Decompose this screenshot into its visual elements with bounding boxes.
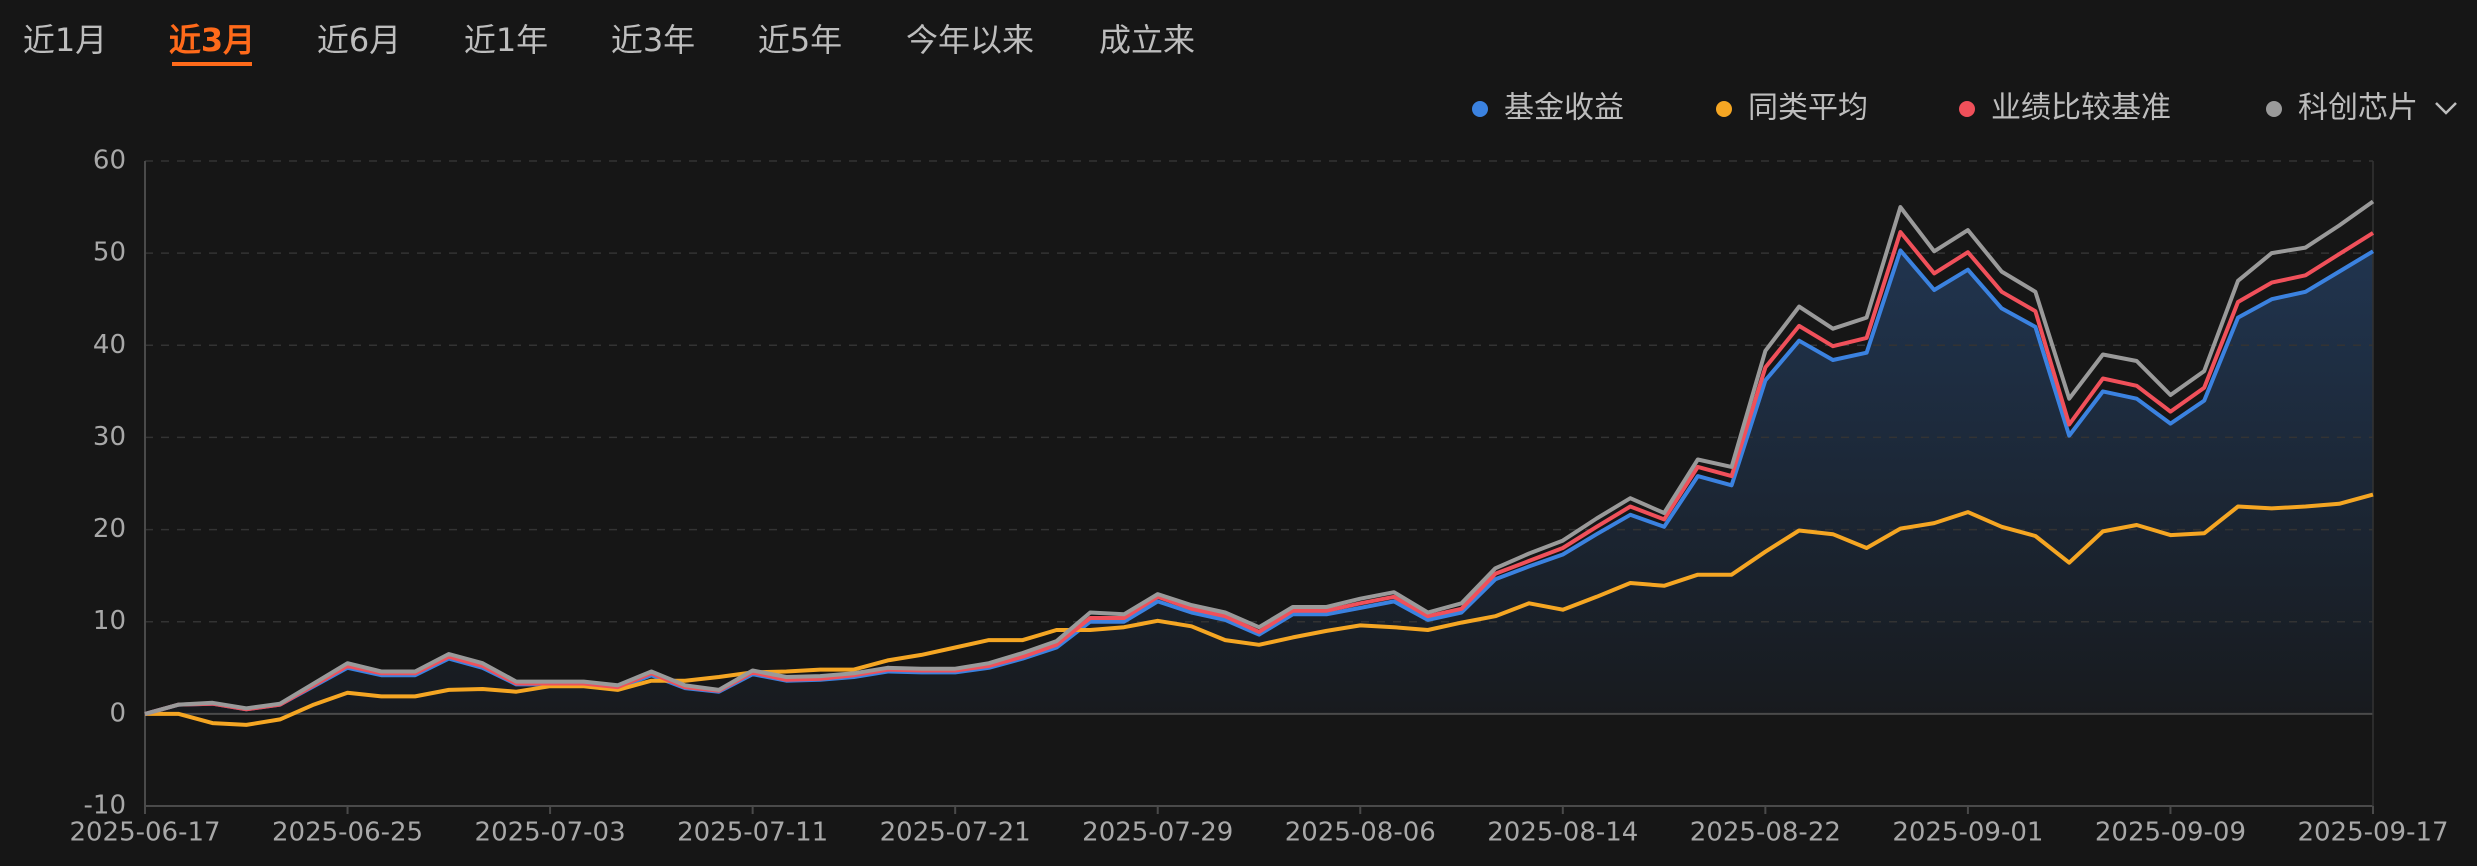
legend-swatch (1716, 101, 1732, 117)
x-tick-label: 2025-08-22 (1690, 818, 1841, 848)
period-tab[interactable]: 近6月 (317, 21, 401, 59)
x-tick-label: 2025-07-03 (475, 818, 626, 848)
legend-label: 业绩比较基准 (1991, 91, 2171, 126)
x-tick-label: 2025-09-01 (1892, 818, 2043, 848)
x-tick-label: 2025-08-14 (1487, 818, 1638, 848)
series-line (145, 492, 2374, 727)
legend-swatch (1959, 101, 1975, 117)
period-tabs: 近1月 近3月 近6月 近1年 近3年 近5年 今年以来 成立来 (23, 21, 1195, 66)
y-tick-label: 10 (93, 606, 126, 636)
period-tab[interactable]: 近3年 (611, 21, 695, 59)
legend-label[interactable]: 科创芯片 (2298, 91, 2418, 126)
period-tab[interactable]: 近3月 (169, 21, 255, 59)
dropdown-chevron[interactable] (2435, 102, 2457, 115)
x-tick-label: 2025-07-11 (677, 818, 828, 848)
legend-swatch (2266, 101, 2282, 117)
legend-label: 基金收益 (1504, 91, 1624, 126)
period-tab[interactable]: 近1年 (464, 21, 548, 59)
tab-underline (172, 62, 252, 66)
y-tick-label: 30 (93, 422, 126, 452)
x-tick-label: 2025-09-17 (2297, 818, 2448, 848)
y-tick-label: -10 (84, 791, 126, 821)
x-tick-label: 2025-08-06 (1285, 818, 1436, 848)
period-tab[interactable]: 成立来 (1099, 21, 1195, 59)
period-tab[interactable]: 今年以来 (906, 21, 1034, 59)
legend-swatch (1472, 101, 1488, 117)
series-line (144, 199, 2375, 716)
y-tick-label: 50 (93, 238, 126, 268)
legend: 基金收益 同类平均 业绩比较基准 科创芯片 (1472, 91, 2457, 126)
x-tick-label: 2025-09-09 (2095, 818, 2246, 848)
period-tab[interactable]: 近1月 (23, 21, 107, 59)
series-area (145, 250, 2373, 714)
y-tick-label: 40 (93, 330, 126, 360)
y-tick-label: 0 (109, 698, 126, 728)
y-tick-label: 60 (93, 146, 126, 176)
x-tick-label: 2025-07-21 (880, 818, 1031, 848)
x-tick-label: 2025-06-25 (272, 818, 423, 848)
x-tick-label: 2025-06-17 (69, 818, 220, 848)
plot-area: -10 0 10 20 30 40 50 60 2025-06-17 2025-06-25 2025… (69, 146, 2448, 848)
x-tick-label: 2025-07-29 (1082, 818, 1233, 848)
legend-label: 同类平均 (1748, 91, 1868, 126)
y-tick-label: 20 (93, 514, 126, 544)
period-tab[interactable]: 近5年 (758, 21, 842, 59)
